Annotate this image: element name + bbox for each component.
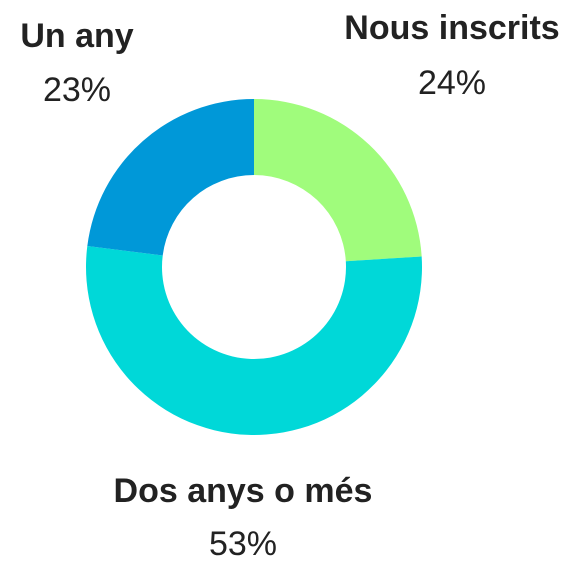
slice-label: Dos anys o més	[114, 472, 373, 510]
slice	[87, 99, 254, 256]
slice	[86, 245, 423, 435]
slice-label: Un any	[20, 17, 133, 55]
slice	[254, 99, 422, 262]
slice-value: 23%	[43, 71, 111, 109]
slice-value: 24%	[418, 64, 486, 102]
slice-value: 53%	[209, 525, 277, 561]
slice-label: Nous inscrits	[344, 9, 559, 47]
